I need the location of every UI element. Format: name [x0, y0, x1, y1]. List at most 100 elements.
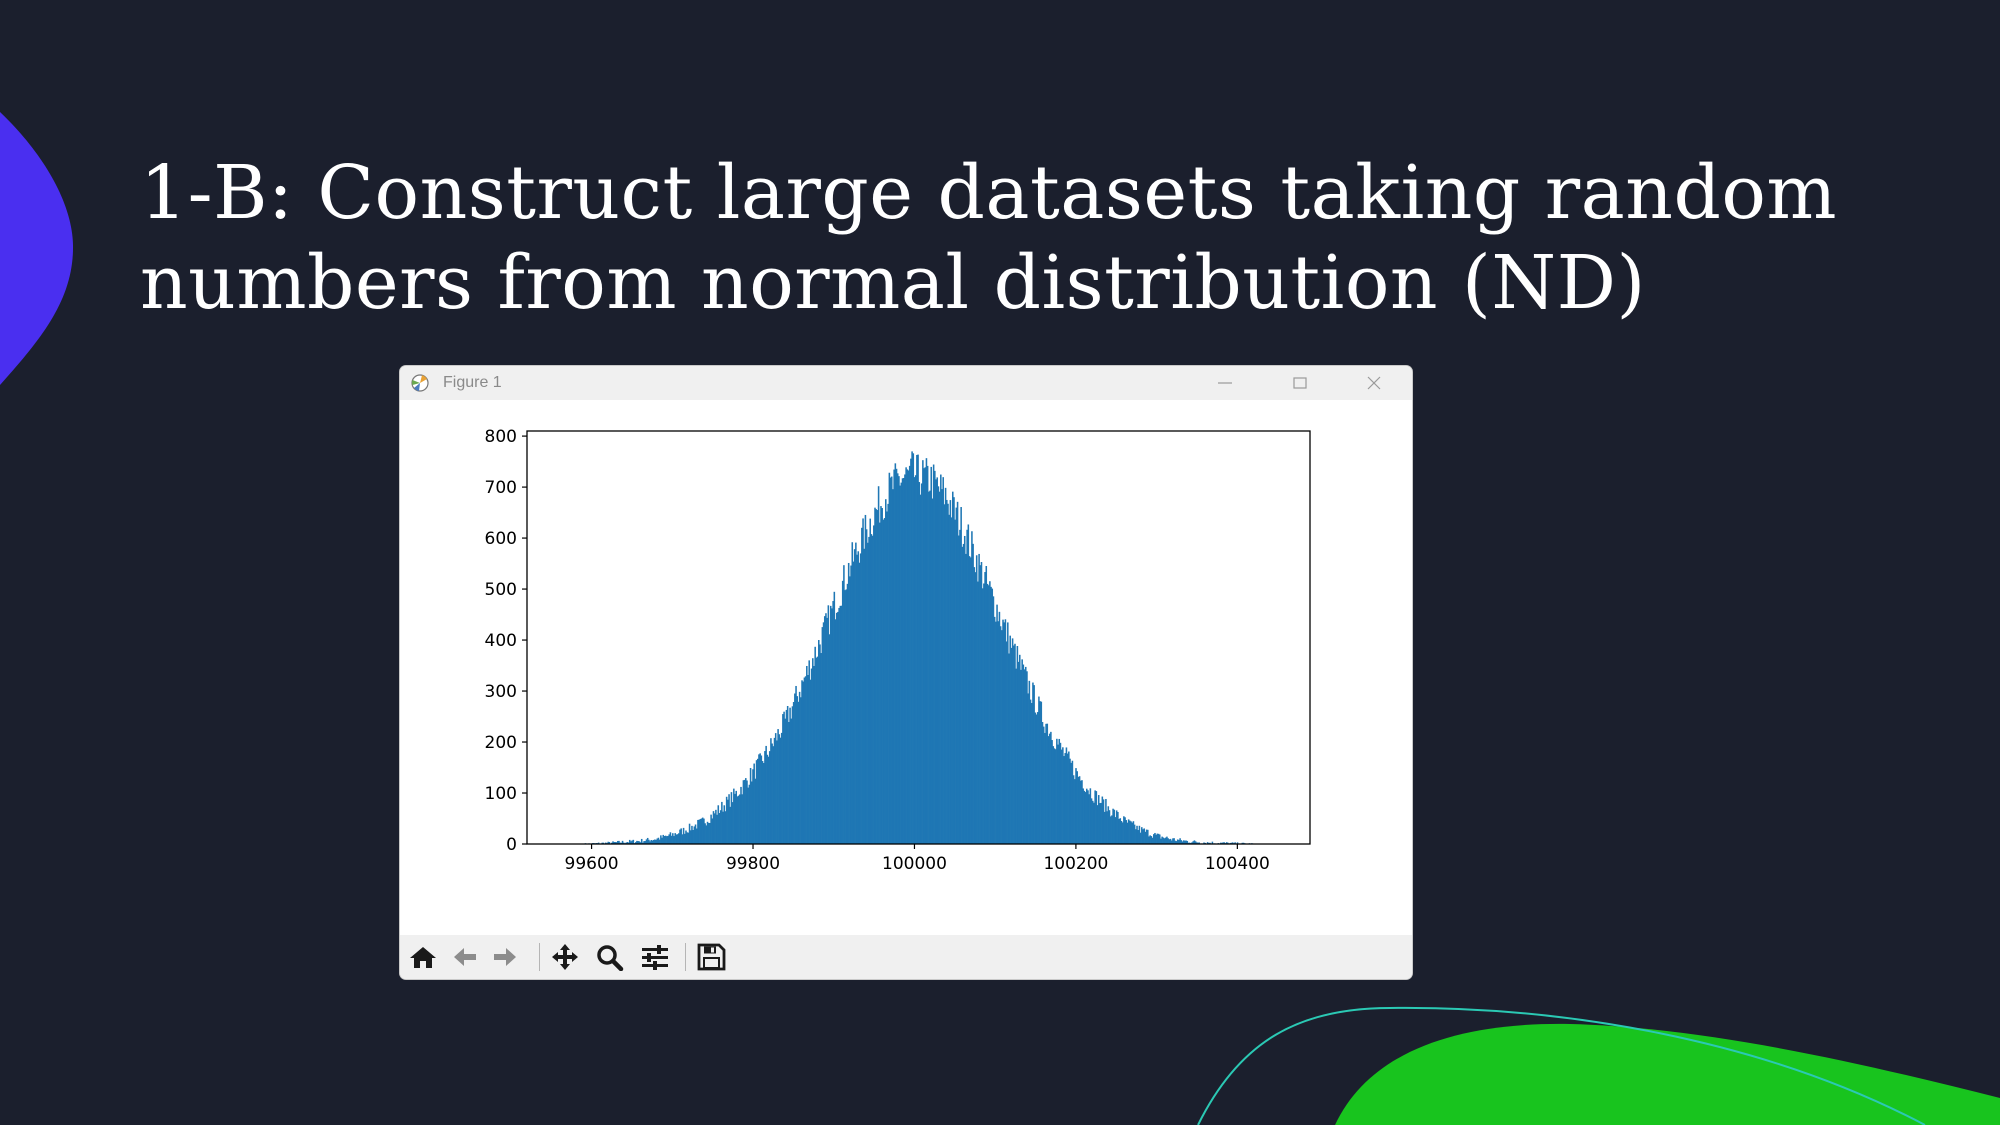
histogram-bar	[1063, 756, 1065, 844]
histogram-bar	[776, 740, 778, 844]
histogram-bar	[699, 819, 702, 844]
histogram-bar	[682, 827, 685, 844]
histogram-bar	[868, 536, 870, 844]
histogram-bar	[1102, 799, 1105, 844]
histogram-bar	[838, 607, 840, 844]
save-button[interactable]	[694, 941, 728, 973]
histogram-bar	[722, 811, 724, 844]
pan-button[interactable]	[548, 941, 582, 973]
histogram-bar	[622, 842, 625, 844]
histogram-bar	[736, 796, 739, 844]
histogram-bar	[649, 841, 651, 844]
histogram-bar	[952, 491, 954, 844]
histogram-bar	[1164, 837, 1167, 844]
figure-canvas[interactable]: 0 100 200 300 400 500 600 700 800 99600 99800 10000…	[400, 400, 1412, 935]
save-icon	[697, 943, 726, 971]
histogram-bar	[674, 833, 676, 844]
histogram-bar	[1120, 820, 1123, 844]
histogram-bar	[928, 491, 930, 844]
histogram-bar	[1026, 671, 1028, 844]
histogram-bar	[876, 510, 879, 844]
histogram-bar	[762, 762, 765, 844]
histogram-bar	[1094, 790, 1096, 844]
zoom-button[interactable]	[593, 941, 627, 973]
histogram-bar	[826, 617, 828, 844]
configure-subplots-button[interactable]	[638, 941, 672, 973]
histogram-bar	[1220, 842, 1222, 844]
histogram-bar	[1222, 842, 1224, 844]
histogram-bar	[1127, 819, 1130, 844]
home-button[interactable]	[406, 941, 440, 973]
histogram-bar	[1175, 841, 1178, 844]
histogram-bar	[912, 453, 915, 844]
histogram-bar	[718, 813, 721, 844]
histogram-bar	[823, 616, 826, 844]
histogram-bar	[1168, 839, 1171, 844]
histogram-bar	[655, 839, 657, 844]
minimize-button[interactable]	[1195, 366, 1255, 400]
pan-icon	[552, 944, 578, 970]
histogram-bar	[936, 477, 938, 844]
histogram-bar	[1173, 838, 1175, 844]
histogram-bar	[626, 842, 629, 844]
histogram-bar	[956, 501, 959, 844]
histogram-bar	[1100, 802, 1102, 844]
histogram-bar	[870, 534, 873, 844]
histogram-bar	[997, 621, 1000, 844]
histogram-bar	[1074, 779, 1076, 844]
histogram-bar	[901, 478, 904, 844]
histogram-bar	[833, 591, 836, 844]
histogram-bar	[910, 458, 912, 844]
histogram-bar	[1108, 810, 1111, 844]
histogram-bar	[812, 658, 814, 844]
histogram-bar	[908, 465, 911, 844]
histogram-bar	[667, 835, 669, 844]
histogram-bar	[705, 825, 708, 844]
histogram-bar	[967, 524, 970, 844]
histogram-bar	[996, 604, 998, 844]
maximize-button[interactable]	[1270, 366, 1330, 400]
histogram-bar	[963, 535, 966, 844]
histogram-bar	[917, 454, 919, 844]
histogram-bar	[1114, 817, 1117, 844]
histogram-bar	[615, 842, 618, 844]
histogram-bar	[1068, 751, 1070, 844]
histogram-bar	[954, 519, 956, 844]
close-button[interactable]	[1344, 366, 1404, 400]
histogram-bar	[957, 535, 960, 844]
histogram-bar	[675, 834, 678, 844]
histogram-bar	[1107, 806, 1110, 844]
histogram-bar	[636, 840, 638, 844]
histogram-bar	[1015, 668, 1017, 844]
histogram-bar	[749, 767, 752, 844]
histogram-bar	[1022, 664, 1025, 844]
histogram-bar	[864, 514, 867, 844]
histogram-bar	[905, 467, 907, 844]
histogram-bar	[1139, 832, 1142, 844]
histogram-bar	[1203, 842, 1205, 844]
window-titlebar[interactable]: Figure 1	[400, 366, 1412, 400]
histogram-bar	[932, 464, 935, 844]
histogram-bar	[1144, 831, 1147, 844]
histogram-bar	[1071, 760, 1074, 844]
histogram-bar	[892, 489, 894, 844]
forward-button[interactable]	[488, 941, 522, 973]
histogram-bar	[794, 693, 796, 844]
histogram-bar	[639, 842, 642, 844]
histogram-bar	[772, 746, 775, 844]
histogram-bar	[766, 754, 769, 844]
x-tick-label: 100400	[1205, 854, 1270, 874]
histogram-bar	[740, 786, 742, 844]
histogram-bar	[723, 805, 726, 844]
back-button[interactable]	[448, 941, 482, 973]
histogram-bar	[786, 706, 789, 844]
histogram-bar	[698, 819, 700, 844]
histogram-bar	[727, 799, 729, 844]
histogram-bar	[834, 619, 837, 844]
histogram-bar	[899, 485, 901, 844]
histogram-bar	[1137, 830, 1139, 844]
histogram-bar	[1188, 842, 1191, 844]
histogram-bar	[771, 743, 773, 844]
histogram-bar	[962, 543, 965, 844]
histogram-bar	[711, 818, 714, 844]
